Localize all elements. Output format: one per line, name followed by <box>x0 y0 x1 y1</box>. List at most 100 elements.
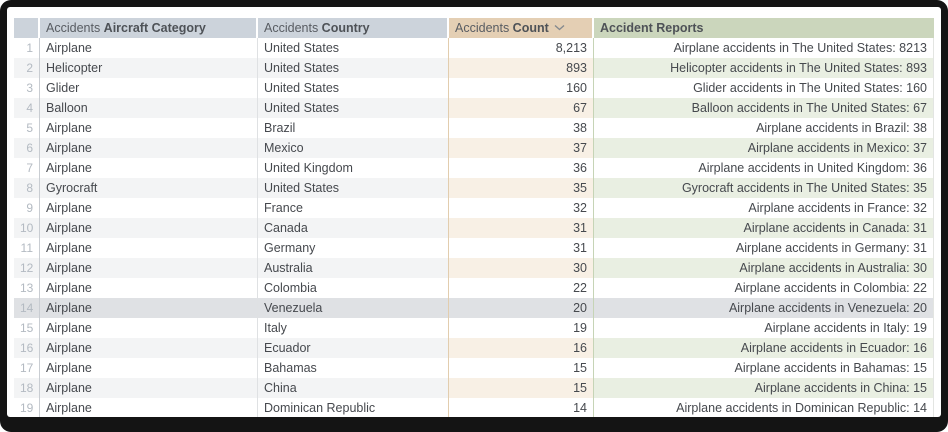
cell-report: Airplane accidents in Canada: 31 <box>594 218 934 238</box>
cell-report: Airplane accidents in Venezuela: 20 <box>594 298 934 318</box>
column-header-aircraft-category[interactable]: Accidents Aircraft Category <box>40 18 258 38</box>
cell-count: 893 <box>449 58 594 78</box>
table-row[interactable]: 2 Helicopter United States 893 Helicopter ac… <box>14 58 934 78</box>
table-row[interactable]: 14 Airplane Venezuela 20 Airplane accidents … <box>14 298 934 318</box>
table-row[interactable]: 11 Airplane Germany 31 Airplane accidents in… <box>14 238 934 258</box>
cell-count: 67 <box>449 98 594 118</box>
column-header-count[interactable]: Accidents Count <box>449 18 594 38</box>
cell-report: Airplane accidents in Dominican Republic… <box>594 398 934 417</box>
cell-report: Airplane accidents in France: 32 <box>594 198 934 218</box>
table-row[interactable]: 1 Airplane United States 8,213 Airplane acci… <box>14 38 934 58</box>
cell-count: 31 <box>449 218 594 238</box>
cell-country: United States <box>258 38 449 58</box>
cell-cat: Airplane <box>40 338 258 358</box>
cell-num: 13 <box>14 278 40 298</box>
cell-cat: Airplane <box>40 158 258 178</box>
table-row[interactable]: 19 Airplane Dominican Republic 14 Airplane a… <box>14 398 934 417</box>
table-row[interactable]: 9 Airplane France 32 Airplane accidents in F… <box>14 198 934 218</box>
cell-report: Airplane accidents in United Kingdom: 36 <box>594 158 934 178</box>
column-header-index <box>14 18 40 38</box>
table-row[interactable]: 3 Glider United States 160 Glider accidents … <box>14 78 934 98</box>
cell-cat: Airplane <box>40 138 258 158</box>
table-row[interactable]: 18 Airplane China 15 Airplane accidents in C… <box>14 378 934 398</box>
table-row[interactable]: 5 Airplane Brazil 38 Airplane accidents in B… <box>14 118 934 138</box>
cell-num: 4 <box>14 98 40 118</box>
cell-count: 20 <box>449 298 594 318</box>
cell-cat: Airplane <box>40 378 258 398</box>
cell-count: 38 <box>449 118 594 138</box>
cell-country: Australia <box>258 258 449 278</box>
cell-report: Airplane accidents in Ecuador: 16 <box>594 338 934 358</box>
column-header-accident-reports[interactable]: Accident Reports <box>594 18 934 38</box>
cell-report: Airplane accidents in Germany: 31 <box>594 238 934 258</box>
cell-report: Gyrocraft accidents in The United States… <box>594 178 934 198</box>
cell-num: 12 <box>14 258 40 278</box>
column-name: Country <box>321 21 370 35</box>
column-prefix: Accidents <box>455 21 513 35</box>
cell-count: 19 <box>449 318 594 338</box>
cell-country: France <box>258 198 449 218</box>
cell-report: Helicopter accidents in The United State… <box>594 58 934 78</box>
table-row[interactable]: 12 Airplane Australia 30 Airplane accidents … <box>14 258 934 278</box>
cell-country: United States <box>258 58 449 78</box>
cell-cat: Airplane <box>40 38 258 58</box>
cell-cat: Airplane <box>40 398 258 417</box>
cell-count: 8,213 <box>449 38 594 58</box>
cell-num: 9 <box>14 198 40 218</box>
sort-descending-chevron-icon[interactable] <box>554 24 565 31</box>
cell-country: Mexico <box>258 138 449 158</box>
cell-report: Airplane accidents in Italy: 19 <box>594 318 934 338</box>
cell-num: 14 <box>14 298 40 318</box>
table-row[interactable]: 17 Airplane Bahamas 15 Airplane accidents in… <box>14 358 934 378</box>
table-row[interactable]: 4 Balloon United States 67 Balloon accidents… <box>14 98 934 118</box>
cell-country: Dominican Republic <box>258 398 449 417</box>
cell-country: United States <box>258 178 449 198</box>
column-header-country[interactable]: Accidents Country <box>258 18 449 38</box>
cell-country: United States <box>258 78 449 98</box>
cell-country: Brazil <box>258 118 449 138</box>
column-prefix: Accidents <box>264 21 322 35</box>
cell-cat: Airplane <box>40 358 258 378</box>
cell-report: Airplane accidents in China: 15 <box>594 378 934 398</box>
cell-country: Canada <box>258 218 449 238</box>
column-name: Aircraft Category <box>103 21 206 35</box>
cell-report: Balloon accidents in The United States: … <box>594 98 934 118</box>
cell-num: 11 <box>14 238 40 258</box>
table-row[interactable]: 13 Airplane Colombia 22 Airplane accidents i… <box>14 278 934 298</box>
cell-cat: Airplane <box>40 118 258 138</box>
cell-report: Airplane accidents in Mexico: 37 <box>594 138 934 158</box>
table-row[interactable]: 15 Airplane Italy 19 Airplane accidents in I… <box>14 318 934 338</box>
cell-num: 15 <box>14 318 40 338</box>
table-row[interactable]: 8 Gyrocraft United States 35 Gyrocraft accid… <box>14 178 934 198</box>
table-row[interactable]: 10 Airplane Canada 31 Airplane accidents in … <box>14 218 934 238</box>
cell-num: 3 <box>14 78 40 98</box>
cell-country: Venezuela <box>258 298 449 318</box>
cell-count: 30 <box>449 258 594 278</box>
table-header: Accidents Aircraft Category Accidents Co… <box>14 18 934 38</box>
table-row[interactable]: 7 Airplane United Kingdom 36 Airplane accide… <box>14 158 934 178</box>
cell-country: Bahamas <box>258 358 449 378</box>
cell-count: 14 <box>449 398 594 417</box>
cell-count: 35 <box>449 178 594 198</box>
cell-cat: Helicopter <box>40 58 258 78</box>
cell-num: 10 <box>14 218 40 238</box>
cell-country: China <box>258 378 449 398</box>
cell-num: 18 <box>14 378 40 398</box>
cell-report: Airplane accidents in Colombia: 22 <box>594 278 934 298</box>
cell-num: 8 <box>14 178 40 198</box>
table-row[interactable]: 16 Airplane Ecuador 16 Airplane accidents in… <box>14 338 934 358</box>
cell-num: 6 <box>14 138 40 158</box>
cell-cat: Airplane <box>40 258 258 278</box>
cell-report: Airplane accidents in The United States:… <box>594 38 934 58</box>
cell-country: Ecuador <box>258 338 449 358</box>
cell-report: Glider accidents in The United States: 1… <box>594 78 934 98</box>
cell-num: 16 <box>14 338 40 358</box>
cell-count: 32 <box>449 198 594 218</box>
column-prefix: Accidents <box>46 21 104 35</box>
cell-country: Italy <box>258 318 449 338</box>
cell-count: 16 <box>449 338 594 358</box>
accidents-table: Accidents Aircraft Category Accidents Co… <box>14 18 934 417</box>
table-row[interactable]: 6 Airplane Mexico 37 Airplane accidents in M… <box>14 138 934 158</box>
cell-cat: Airplane <box>40 218 258 238</box>
